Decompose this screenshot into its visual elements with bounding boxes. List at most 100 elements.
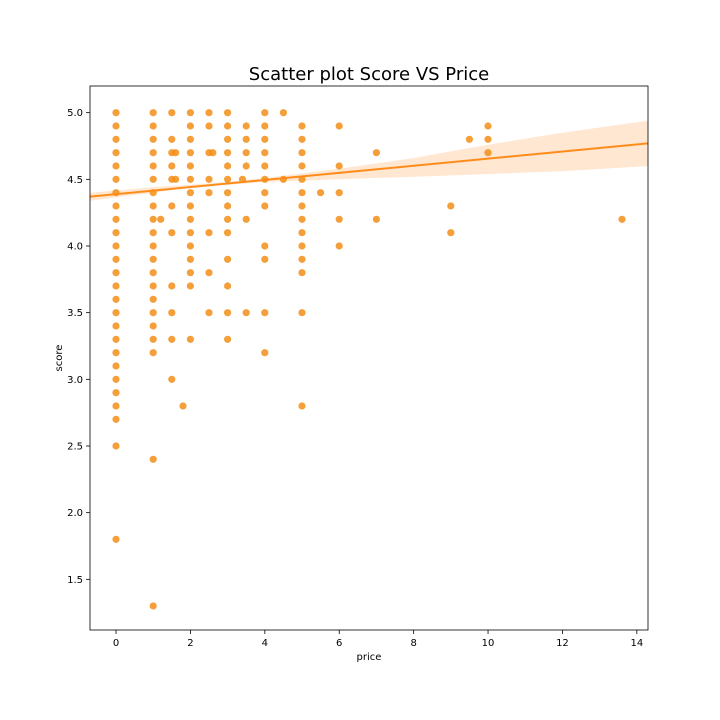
data-point [205,269,213,277]
data-point [186,242,194,250]
data-point [112,309,120,317]
data-point [179,402,187,410]
data-point [149,109,157,117]
data-point [172,175,180,183]
data-point [149,242,157,250]
data-point [149,175,157,183]
data-point [168,375,176,383]
data-point [618,215,626,223]
data-point [242,162,250,170]
data-point [335,242,343,250]
data-point [372,215,380,223]
data-point [112,175,120,183]
x-axis-ticks: 0 2 4 6 8 10 12 14 [113,630,643,649]
data-point [447,229,455,237]
data-point [298,189,306,197]
data-point [298,255,306,263]
data-point [224,202,232,210]
data-point [168,229,176,237]
data-point [149,455,157,463]
data-point [242,215,250,223]
data-point [224,122,232,130]
data-point [186,149,194,157]
data-point [112,349,120,357]
data-point [335,189,343,197]
data-point [261,309,269,317]
data-point [172,149,180,157]
data-point [186,282,194,290]
data-point [186,175,194,183]
data-point [224,335,232,343]
data-point [298,215,306,223]
x-tick-label: 10 [482,638,495,649]
data-point [261,349,269,357]
data-point [209,149,217,157]
data-point [261,135,269,143]
data-point [112,109,120,117]
data-point [149,122,157,130]
plot-frame [89,85,649,631]
y-axis-ticks: 1.5 2.0 2.5 3.0 3.5 4.0 4.5 5.0 [67,108,90,586]
data-point [112,242,120,250]
data-point [168,162,176,170]
data-point [112,135,120,143]
data-point [298,269,306,277]
y-tick-label: 5.0 [67,108,83,119]
data-point [186,135,194,143]
data-point [205,229,213,237]
data-point [112,255,120,263]
data-point [186,109,194,117]
confidence-band [90,120,648,201]
data-point [112,295,120,303]
y-tick-label: 3.0 [67,375,83,386]
data-point [186,122,194,130]
data-point [149,322,157,330]
data-point [149,255,157,263]
data-point [112,389,120,397]
y-tick-label: 2.0 [67,508,83,519]
data-point [261,242,269,250]
data-point [186,162,194,170]
data-point [168,135,176,143]
data-point [112,229,120,237]
data-point [335,162,343,170]
data-point [186,215,194,223]
data-point [149,202,157,210]
data-point [186,202,194,210]
data-point [298,135,306,143]
data-point [372,149,380,157]
data-point [261,109,269,117]
data-point [186,255,194,263]
data-point [112,415,120,423]
data-point [149,282,157,290]
data-point [112,215,120,223]
data-point [112,269,120,277]
data-point [168,109,176,117]
x-axis-label: price [357,652,382,663]
data-point [224,135,232,143]
data-point [186,335,194,343]
data-point [149,309,157,317]
data-point [112,202,120,210]
data-point [149,269,157,277]
data-point [317,189,325,197]
data-point [298,202,306,210]
data-point [484,135,492,143]
data-point [168,202,176,210]
data-point [168,282,176,290]
data-point [224,282,232,290]
data-point [205,189,213,197]
data-point [112,122,120,130]
y-tick-label: 2.5 [67,442,83,453]
data-point [242,149,250,157]
data-point [298,229,306,237]
data-point [224,255,232,263]
data-point [112,442,120,450]
y-tick-label: 4.5 [67,175,83,186]
data-point [149,215,157,223]
data-point [186,229,194,237]
data-point [112,535,120,543]
data-point [205,109,213,117]
data-point [149,335,157,343]
